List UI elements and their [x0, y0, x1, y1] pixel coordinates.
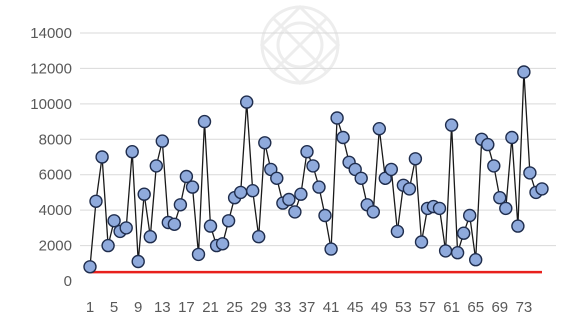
data-point — [252, 229, 266, 244]
x-tick-label: 37 — [299, 299, 316, 316]
x-tick-label: 17 — [178, 299, 195, 316]
data-point — [336, 130, 350, 145]
data-point — [83, 260, 97, 274]
data-point — [294, 187, 308, 201]
data-point — [511, 219, 525, 233]
data-point — [191, 247, 206, 262]
data-point — [499, 201, 513, 216]
data-point — [155, 134, 170, 148]
data-point — [173, 198, 188, 212]
data-point — [282, 192, 296, 207]
x-tick-label: 33 — [275, 299, 292, 316]
data-point — [324, 242, 338, 256]
data-point — [487, 159, 501, 173]
data-point — [288, 205, 302, 219]
x-tick-label: 13 — [154, 299, 171, 316]
y-tick-label: 6000 — [39, 167, 72, 184]
data-point — [270, 171, 284, 186]
data-point — [215, 237, 230, 251]
data-point — [119, 221, 133, 235]
data-point — [517, 65, 531, 79]
x-tick-label: 9 — [134, 299, 142, 316]
data-point — [444, 118, 459, 132]
data-point — [221, 214, 236, 228]
x-tick-label: 5 — [110, 299, 118, 316]
data-point — [239, 95, 254, 109]
data-point — [463, 208, 477, 223]
x-tick-label: 57 — [419, 299, 436, 316]
data-point — [402, 182, 417, 196]
x-tick-label: 41 — [323, 299, 340, 316]
data-point — [408, 152, 423, 166]
y-tick-label: 12000 — [30, 60, 72, 77]
data-point — [354, 171, 368, 186]
x-tick-label: 73 — [516, 299, 533, 316]
y-tick-label: 4000 — [39, 202, 72, 219]
data-point — [89, 194, 103, 209]
data-point — [233, 185, 248, 200]
data-point — [523, 166, 537, 180]
data-point — [318, 208, 332, 223]
data-point — [300, 144, 314, 159]
x-tick-label: 45 — [347, 299, 364, 316]
data-point — [258, 136, 272, 150]
data-point — [414, 235, 429, 249]
data-point — [167, 217, 182, 232]
x-tick-label: 21 — [202, 299, 219, 316]
data-point — [203, 219, 218, 233]
data-point — [143, 229, 158, 244]
data-point — [179, 169, 194, 184]
data-point — [197, 114, 212, 129]
data-point — [95, 150, 109, 164]
data-point — [535, 182, 549, 196]
y-tick-label: 8000 — [39, 131, 72, 148]
data-point — [505, 130, 519, 145]
data-point — [137, 187, 151, 201]
data-point — [481, 137, 495, 152]
data-point — [457, 226, 471, 240]
data-point — [432, 201, 447, 216]
data-point — [131, 254, 145, 269]
data-point — [330, 111, 344, 125]
data-point — [107, 214, 121, 228]
data-point — [438, 244, 453, 258]
data-point — [312, 180, 326, 194]
x-tick-label: 1 — [86, 299, 94, 316]
y-tick-label: 10000 — [30, 96, 72, 113]
watermark-emblem — [259, 4, 341, 86]
x-tick-label: 49 — [371, 299, 388, 316]
data-point — [450, 245, 465, 260]
series-line — [89, 71, 543, 267]
x-tick-label: 65 — [467, 299, 484, 316]
x-tick-label: 69 — [491, 299, 508, 316]
y-tick-label: 14000 — [30, 25, 72, 42]
x-tick-label: 61 — [443, 299, 460, 316]
x-tick-label: 25 — [226, 299, 243, 316]
data-point — [390, 224, 405, 239]
y-tick-label: 2000 — [39, 238, 72, 255]
data-point — [366, 205, 380, 219]
data-point — [125, 144, 139, 159]
data-point — [101, 238, 115, 253]
data-point — [493, 190, 507, 205]
data-point — [245, 183, 260, 198]
y-tick-label: 0 — [64, 273, 72, 290]
data-point — [372, 121, 386, 136]
x-tick-label: 29 — [250, 299, 267, 316]
data-point — [306, 159, 320, 173]
x-tick-label: 53 — [395, 299, 412, 316]
data-point — [469, 253, 483, 267]
data-point — [384, 162, 398, 177]
data-point — [185, 180, 200, 194]
data-point — [149, 159, 164, 173]
